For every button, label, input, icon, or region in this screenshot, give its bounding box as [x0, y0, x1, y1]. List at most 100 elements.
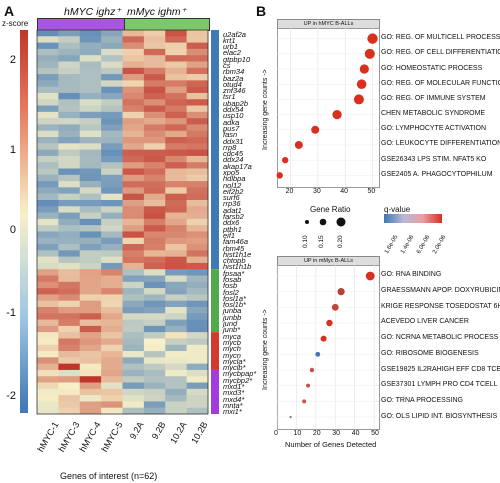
- heatmap-cell: [101, 42, 123, 50]
- heatmap-cell: [101, 143, 123, 150]
- heatmap-cell: [58, 86, 81, 94]
- heatmap-cell: [58, 206, 81, 213]
- heatmap-cell: [37, 118, 59, 125]
- heatmap-cell: [122, 193, 145, 201]
- heatmap-cell: [122, 149, 145, 157]
- heatmap-cell: [101, 162, 123, 169]
- heatmap-cell: [122, 269, 145, 276]
- gene-label: pus7: [223, 123, 240, 133]
- heatmap-cell: [37, 74, 59, 81]
- heatmap-cell: [165, 111, 187, 119]
- heatmap-cell: [165, 206, 187, 213]
- heatmap-cell: [165, 67, 187, 75]
- heatmap-cell: [122, 262, 145, 270]
- heatmap-cell: [165, 162, 187, 169]
- heatmap-cell: [79, 137, 102, 144]
- gene-label: fam46a: [223, 237, 249, 247]
- gene-label: mycbp2*: [223, 375, 253, 385]
- heatmap-cell: [58, 212, 81, 220]
- term-label: GSE2405 A. PHAGOCYTOPHILUM: [381, 170, 493, 178]
- heatmap-cell: [143, 80, 166, 87]
- heatmap-cell: [79, 155, 102, 163]
- heatmap-cell: [101, 256, 123, 264]
- heatmap-cell: [79, 300, 102, 308]
- heatmap-cell: [58, 61, 81, 69]
- heatmap-cell: [165, 281, 187, 289]
- heatmap-cell: [186, 244, 209, 251]
- heatmap-cell: [79, 376, 102, 383]
- heatmap-cell: [101, 401, 123, 409]
- heatmap-cell: [122, 42, 145, 50]
- bottom-x-tick: 0: [274, 430, 278, 437]
- heatmap-cell: [37, 99, 59, 106]
- heatmap-cell: [165, 137, 187, 144]
- heatmap-cell: [79, 306, 102, 314]
- heatmap-cell: [143, 149, 166, 157]
- heatmap-cell: [37, 130, 59, 138]
- bottom-x-tick: 50: [371, 430, 379, 437]
- heatmap-cell: [79, 74, 102, 81]
- heatmap-cell: [79, 237, 102, 245]
- heatmap-cell: [143, 61, 166, 69]
- heatmap-cell: [186, 388, 209, 396]
- heatmap-cell: [79, 351, 102, 358]
- gene-label: mxd3*: [223, 388, 245, 398]
- heatmap-cell: [143, 218, 166, 226]
- heatmap-cell: [101, 288, 123, 295]
- heatmap-cell: [37, 395, 59, 402]
- heatmap-cell: [58, 262, 81, 270]
- heatmap-cell: [122, 55, 145, 62]
- gene-label: usp10: [223, 111, 244, 121]
- gene-label: mnta*: [223, 400, 243, 410]
- heatmap-cell: [79, 80, 102, 87]
- q-tick: 2.0e-06: [432, 234, 448, 255]
- heatmap-cell: [186, 80, 209, 87]
- heatmap-cell: [186, 55, 209, 62]
- term-label: GRAESSMANN APOP. DOXYRUBICIN: [381, 287, 500, 295]
- gene-label: rbm34: [223, 67, 245, 77]
- heatmap-cell: [101, 48, 123, 56]
- heatmap-cell: [37, 344, 59, 352]
- panel-b-letter: B: [256, 3, 267, 19]
- heatmap-cell: [165, 407, 187, 415]
- legend-ratio-dots: [305, 217, 346, 227]
- heatmap-cell: [165, 48, 187, 56]
- heatmap-cell: [101, 137, 123, 144]
- heatmap-cell: [58, 42, 81, 50]
- heatmap-cell: [122, 294, 145, 301]
- dot-point: [356, 79, 367, 90]
- heatmap-cell: [79, 187, 102, 194]
- heatmap-cell: [186, 218, 209, 226]
- heatmap-cell: [186, 332, 209, 339]
- heatmap-cell: [101, 193, 123, 201]
- heatmap-cell: [165, 382, 187, 390]
- gene-label: ddx54: [223, 105, 244, 115]
- heatmap-cell: [165, 395, 187, 402]
- heatmap-cell: [186, 193, 209, 201]
- heatmap-cell: [122, 111, 145, 119]
- heatmap-cell: [165, 30, 187, 37]
- heatmap-cell: [37, 288, 59, 295]
- heatmap-cell: [37, 407, 59, 415]
- heatmap-cell: [165, 288, 187, 295]
- heatmap-cell: [165, 212, 187, 220]
- heatmap-cell: [37, 363, 59, 371]
- heatmap-cell: [101, 67, 123, 75]
- heatmap-cell: [186, 300, 209, 308]
- heatmap-cell: [37, 149, 59, 157]
- heatmap-cell: [165, 225, 187, 232]
- heatmap-cell: [58, 357, 81, 364]
- heatmap-cell: [143, 181, 166, 188]
- heatmap-cell: [165, 42, 187, 50]
- gene-label: cs: [223, 60, 231, 70]
- heatmap-cell: [79, 332, 102, 339]
- heatmap-cell: [165, 149, 187, 157]
- heatmap-cell: [37, 338, 59, 346]
- zscore-tick: 2: [9, 54, 16, 66]
- heatmap-border: [36, 29, 209, 415]
- heatmap-cell: [122, 99, 145, 106]
- term-label: GO: LYMPHOCYTE ACTIVATION: [381, 125, 487, 133]
- heatmap-cell: [143, 99, 166, 106]
- heatmap-cell: [143, 338, 166, 346]
- heatmap-cell: [79, 206, 102, 213]
